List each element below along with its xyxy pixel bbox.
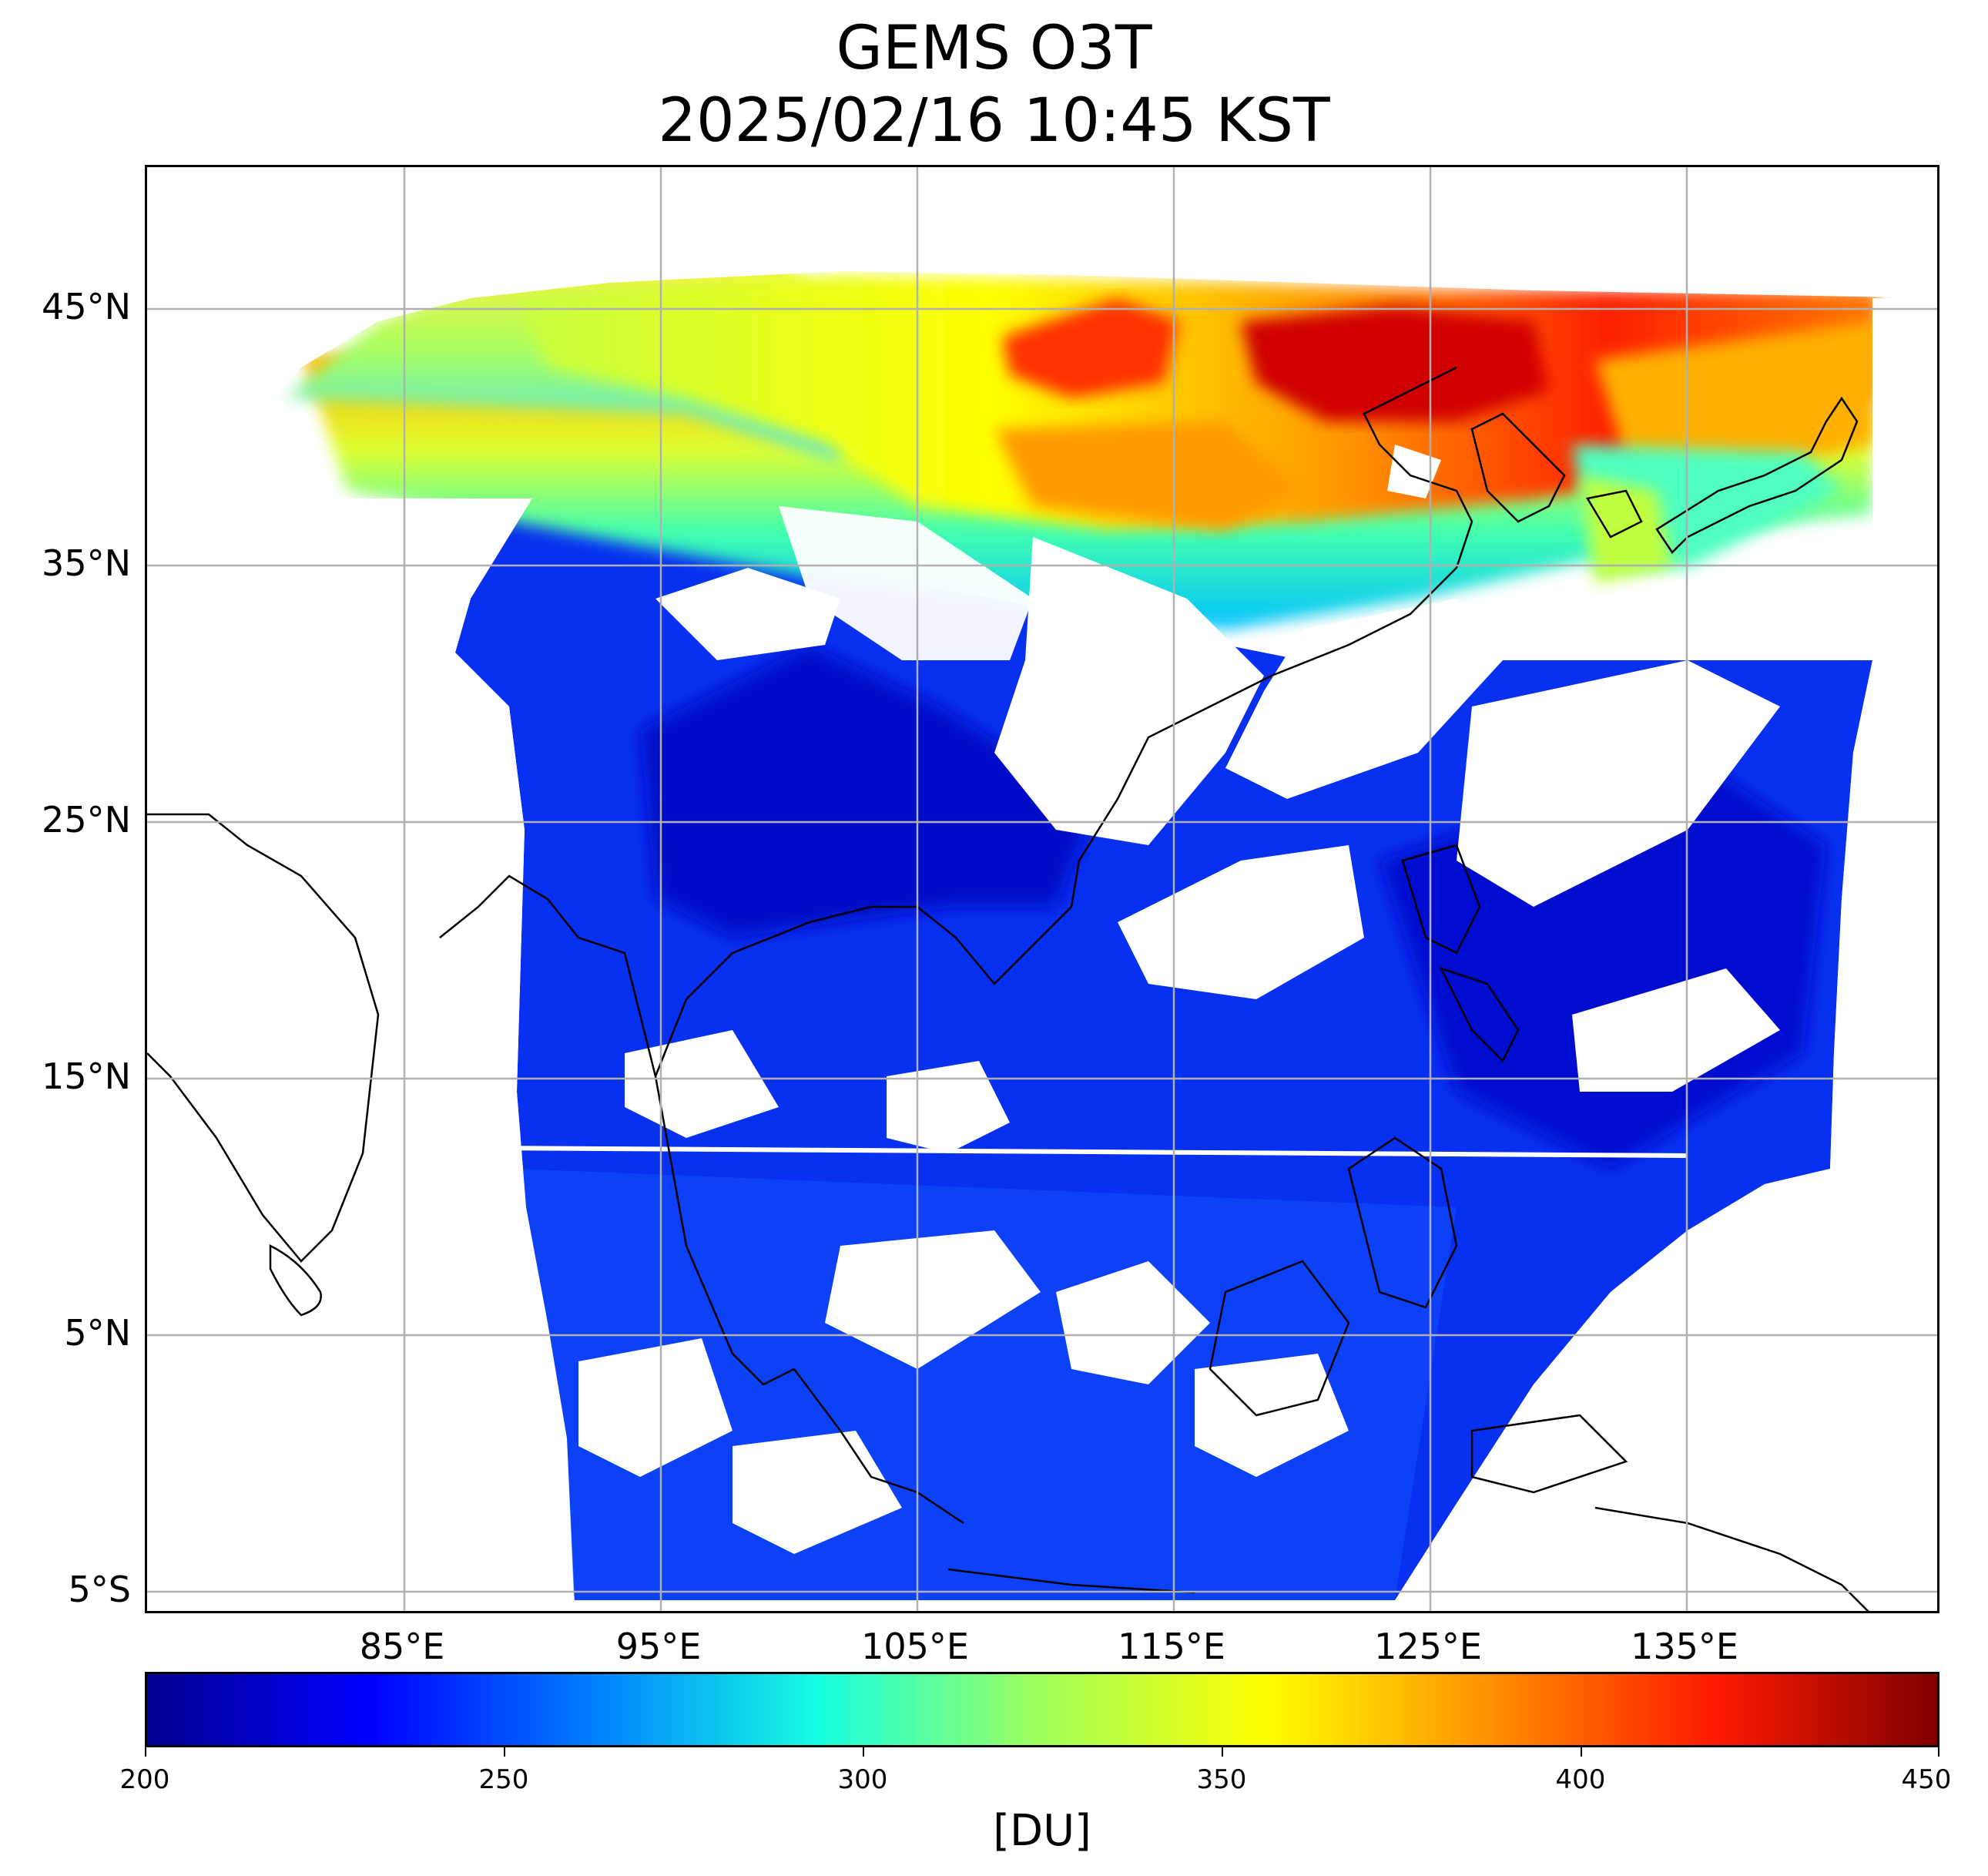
lon-label-85e: 85°E [359,1626,445,1667]
lon-label-135e: 135°E [1631,1626,1738,1667]
ozone-map-svg [147,167,1937,1611]
gridlines [147,167,1937,1611]
lat-label-35n: 35°N [42,542,131,584]
lat-label-5s: 5°S [68,1569,131,1610]
colorbar-label-200: 200 [119,1764,170,1795]
colorbar-label-300: 300 [837,1764,888,1795]
colorbar-label-350: 350 [1196,1764,1247,1795]
colorbar-tick [863,1747,864,1757]
colorbar-label-450: 450 [1901,1764,1952,1795]
lon-label-125e: 125°E [1374,1626,1482,1667]
lat-label-5n: 5°N [64,1312,131,1354]
cloud-mask [147,167,1937,1611]
colorbar-tick [1222,1747,1223,1757]
colorbar [145,1672,1939,1747]
ozone-map [145,165,1939,1613]
coastlines [147,366,1869,1611]
map-title: GEMS O3T [836,14,1152,83]
colorbar-tick [145,1747,146,1757]
lat-label-45n: 45°N [42,286,131,327]
colorbar-label-400: 400 [1555,1764,1606,1795]
colorbar-tick [1581,1747,1582,1757]
lon-label-105e: 105°E [861,1626,969,1667]
colorbar-label-250: 250 [478,1764,529,1795]
colorbar-tick [1938,1747,1939,1757]
lon-label-95e: 95°E [615,1626,702,1667]
lon-label-115e: 115°E [1118,1626,1225,1667]
colorbar-tick [504,1747,505,1757]
lat-label-25n: 25°N [42,799,131,841]
lat-label-15n: 15°N [42,1055,131,1097]
colorbar-units: [DU] [993,1806,1091,1856]
map-timestamp: 2025/02/16 10:45 KST [658,86,1330,156]
